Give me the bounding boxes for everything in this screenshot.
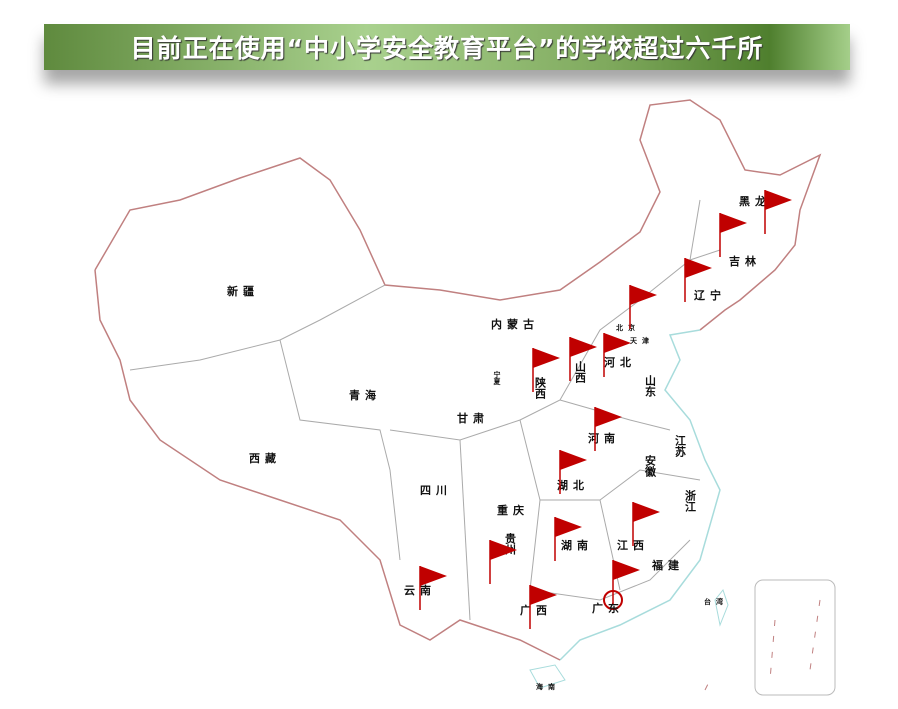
islands — [529, 588, 729, 689]
red-flag-icon — [603, 333, 631, 377]
red-flag-icon — [489, 540, 517, 584]
red-flag-icon — [532, 348, 560, 392]
province-label: 湖南 — [561, 538, 593, 552]
province-label: 天津 — [630, 336, 654, 345]
red-flag-icon — [529, 585, 557, 629]
red-flag-icon — [719, 213, 747, 257]
red-flag-icon — [612, 560, 640, 604]
province-label: 河南 — [588, 431, 620, 445]
red-flag-icon — [764, 190, 792, 234]
red-flag-icon — [632, 502, 660, 546]
red-flag-icon — [594, 407, 622, 451]
southwest-border — [94, 269, 561, 661]
province-label: 内蒙古 — [491, 317, 539, 331]
province-label: 北京 — [616, 323, 640, 332]
province-label: 台湾 — [704, 597, 728, 606]
province-label: 福建 — [651, 558, 684, 572]
province-label: 陕西 — [534, 376, 547, 400]
province-label: 云南 — [404, 583, 436, 597]
province-label: 吉林 — [729, 254, 761, 268]
province-label: 湖北 — [557, 478, 589, 492]
red-flag-icon — [554, 517, 582, 561]
province-label: 广西 — [520, 603, 552, 617]
red-flag-icon — [684, 258, 712, 302]
province-label: 辽宁 — [694, 288, 726, 302]
red-flag-icon — [569, 337, 597, 381]
red-flag-icon — [419, 566, 447, 610]
province-label: 安徽 — [644, 454, 658, 478]
province-label: 西藏 — [249, 451, 281, 465]
province-label: 宁夏 — [493, 370, 502, 386]
province-label: 山西 — [574, 360, 587, 384]
country-outline — [94, 99, 822, 331]
nine-dash — [704, 599, 821, 691]
province-label: 黑龙 — [739, 194, 771, 208]
province-label: 江苏 — [674, 434, 687, 458]
province-label: 新疆 — [227, 284, 259, 298]
province-label: 青海 — [349, 388, 381, 402]
title: 目前正在使用“中小学安全教育平台”的学校超过六千所 — [130, 34, 764, 63]
province-label: 河北 — [604, 355, 636, 369]
province-label: 江西 — [617, 538, 649, 552]
red-flag-icon — [629, 285, 657, 329]
province-label: 四川 — [420, 484, 452, 497]
red-flag-icon — [559, 450, 587, 494]
south-sea-inset — [754, 579, 836, 696]
province-label: 广东 — [592, 601, 624, 615]
title-banner: 目前正在使用“中小学安全教育平台”的学校超过六千所 — [44, 24, 850, 70]
coastline — [559, 329, 721, 661]
province-label: 甘肃 — [457, 411, 489, 425]
province-label: 山东 — [644, 374, 657, 398]
province-label: 浙江 — [684, 489, 697, 513]
province-label: 海南 — [536, 682, 560, 691]
province-label: 重庆 — [497, 503, 529, 517]
